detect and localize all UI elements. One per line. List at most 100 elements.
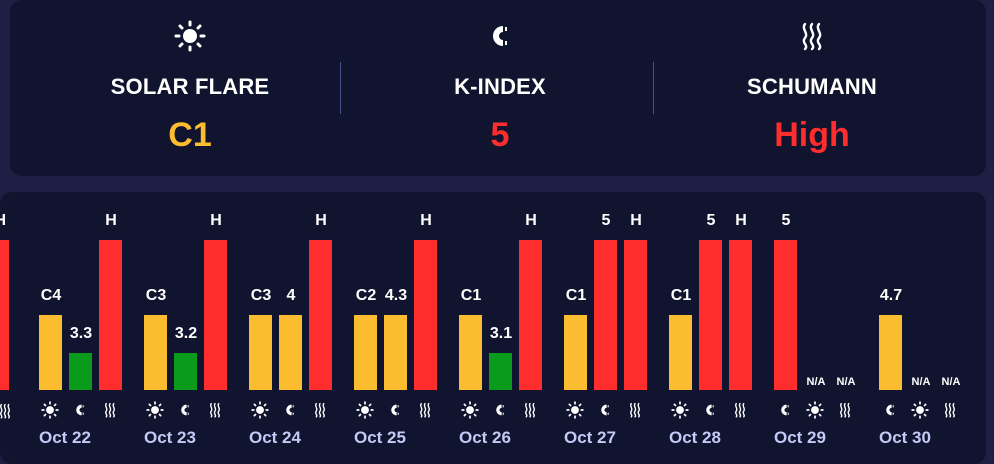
solar-flare-bar <box>39 315 62 390</box>
summary-panel: SOLAR FLARE C1 K-INDEX 5 SCHUMANN High <box>10 0 986 176</box>
bar-value-label: C1 <box>670 287 692 304</box>
schumann-bar <box>624 240 647 390</box>
solar-flare-label: SOLAR FLARE <box>110 74 270 99</box>
bar-value-label: 3.3 <box>69 325 93 342</box>
magnet-icon <box>699 401 721 419</box>
date-label: Oct 30 <box>879 428 931 447</box>
bar-value-label: 5 <box>706 212 716 229</box>
bar-value-label: C2 <box>355 287 377 304</box>
k-index-bar <box>879 315 902 390</box>
sun-icon <box>909 401 931 419</box>
solar-flare-bar <box>354 315 377 390</box>
k-index-bar <box>774 240 797 390</box>
solar-flare-bar <box>144 315 167 390</box>
magnet-icon <box>279 401 301 419</box>
date-label: Oct 28 <box>669 428 721 447</box>
sun-icon <box>354 401 376 419</box>
bar-value-label: 5 <box>601 212 611 229</box>
date-label: Oct 22 <box>39 428 91 447</box>
waves-icon <box>99 401 121 419</box>
schumann-bar <box>414 240 437 390</box>
sun-icon <box>669 401 691 419</box>
waves-icon <box>309 401 331 419</box>
k-index-bar <box>489 353 512 390</box>
waves-icon <box>519 401 541 419</box>
schumann-value: High <box>774 116 850 154</box>
bar-value-label: H <box>525 212 537 229</box>
k-index-metric: K-INDEX 5 <box>340 0 660 176</box>
magnet-icon <box>69 401 91 419</box>
bar-value-label: C4 <box>40 287 62 304</box>
schumann-metric: SCHUMANN High <box>652 0 972 176</box>
date-label: Oct 24 <box>249 428 301 447</box>
solar-flare-value: C1 <box>168 116 212 154</box>
bar-value-label: 4.7 <box>879 287 903 304</box>
solar-flare-bar <box>669 315 692 390</box>
k-index-bar <box>384 315 407 390</box>
schumann-bar <box>309 240 332 390</box>
date-label: Oct 26 <box>459 428 511 447</box>
magnet-icon <box>879 401 901 419</box>
bar-value-label: 5 <box>781 212 791 229</box>
bar-value-label: C3 <box>145 287 167 304</box>
schumann-bar <box>204 240 227 390</box>
bar-value-label: H <box>420 212 432 229</box>
na-label: N/A <box>941 376 961 388</box>
k-index-bar <box>69 353 92 390</box>
schumann-bar <box>0 240 9 390</box>
waves-icon <box>204 401 226 419</box>
waves-icon <box>729 401 751 419</box>
date-label: Oct 25 <box>354 428 406 447</box>
k-index-bar <box>174 353 197 390</box>
schumann-bar <box>519 240 542 390</box>
schumann-label: SCHUMANN <box>747 74 877 99</box>
waves-icon <box>939 401 961 419</box>
bar-value-label: H <box>735 212 747 229</box>
date-label: Oct 29 <box>774 428 826 447</box>
divider <box>340 62 341 114</box>
k-index-bar <box>699 240 722 390</box>
magnet-icon <box>174 401 196 419</box>
forecast-chart: H C4 3.3 H Oct 22 C3 3.2 H Oct 23 C3 4 H Oct 24 C2 4.3… <box>0 192 986 464</box>
k-index-value: 5 <box>490 116 510 154</box>
sun-icon <box>459 401 481 419</box>
bar-value-label: H <box>630 212 642 229</box>
bar-value-label: 4.3 <box>384 287 408 304</box>
bar-value-label: H <box>105 212 117 229</box>
solar-flare-bar <box>249 315 272 390</box>
bar-value-label: C1 <box>460 287 482 304</box>
waves-icon <box>834 401 856 419</box>
sun-icon <box>564 401 586 419</box>
sun-icon <box>249 401 271 419</box>
waves-icon <box>652 20 972 52</box>
k-index-label: K-INDEX <box>454 74 546 99</box>
sun-icon <box>39 401 61 419</box>
sun-icon <box>30 20 350 52</box>
magnet-icon <box>489 401 511 419</box>
schumann-bar <box>729 240 752 390</box>
na-label: N/A <box>836 376 856 388</box>
date-label: Oct 23 <box>144 428 196 447</box>
bar-value-label: 3.1 <box>489 325 513 342</box>
bar-value-label: C1 <box>565 287 587 304</box>
bar-value-label: C3 <box>250 287 272 304</box>
bar-value-label: H <box>0 212 6 229</box>
waves-icon <box>414 401 436 419</box>
bar-value-label: 3.2 <box>174 325 198 342</box>
divider <box>653 62 654 114</box>
schumann-bar <box>99 240 122 390</box>
magnet-icon <box>774 401 796 419</box>
na-label: N/A <box>806 376 826 388</box>
bar-value-label: H <box>315 212 327 229</box>
sun-icon <box>144 401 166 419</box>
waves-icon <box>0 402 16 420</box>
solar-flare-bar <box>564 315 587 390</box>
bar-value-label: H <box>210 212 222 229</box>
sun-icon <box>804 401 826 419</box>
date-label: Oct 27 <box>564 428 616 447</box>
solar-flare-metric: SOLAR FLARE C1 <box>30 0 350 176</box>
magnet-icon <box>340 20 660 52</box>
waves-icon <box>624 401 646 419</box>
na-label: N/A <box>911 376 931 388</box>
bar-value-label: 4 <box>286 287 296 304</box>
